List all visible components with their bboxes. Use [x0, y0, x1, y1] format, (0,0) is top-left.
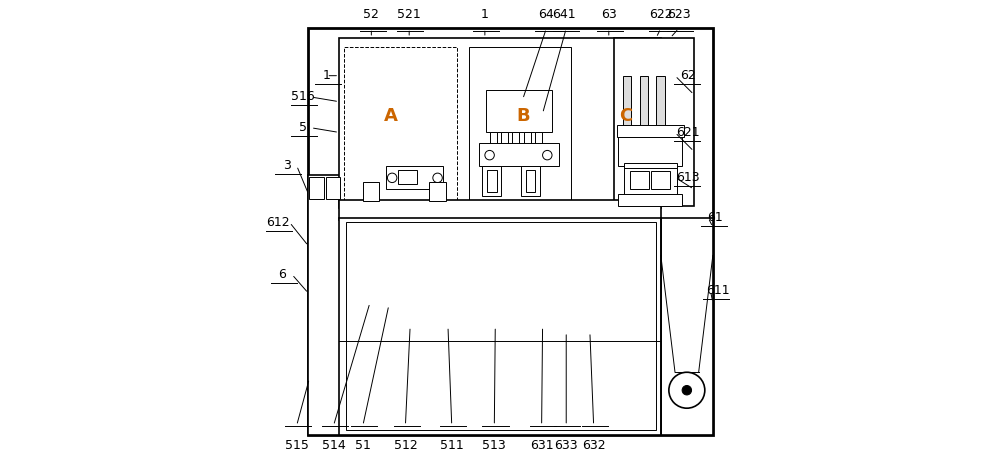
Bar — [487, 170, 497, 192]
Bar — [429, 182, 446, 201]
Bar — [346, 222, 656, 430]
Text: 641: 641 — [553, 9, 576, 21]
Text: 513: 513 — [482, 439, 506, 452]
Bar — [656, 76, 665, 132]
Text: C: C — [619, 107, 632, 125]
Bar — [535, 132, 542, 144]
Text: 62: 62 — [680, 69, 696, 82]
Bar — [617, 125, 684, 137]
Bar — [356, 315, 588, 329]
Text: 622: 622 — [649, 9, 673, 21]
Bar — [344, 47, 457, 201]
Bar — [630, 171, 649, 189]
Text: 64: 64 — [538, 9, 554, 21]
Bar — [501, 132, 508, 144]
Bar — [339, 218, 661, 435]
Bar — [486, 90, 552, 132]
Text: B: B — [516, 107, 530, 125]
Text: 612: 612 — [266, 216, 290, 229]
Bar — [482, 166, 501, 196]
Bar — [618, 194, 682, 206]
Text: 611: 611 — [706, 284, 729, 298]
Bar — [363, 182, 379, 201]
Text: 621: 621 — [676, 126, 700, 139]
Text: 633: 633 — [554, 439, 578, 452]
Bar — [309, 177, 324, 199]
Text: 515: 515 — [285, 439, 309, 452]
Bar — [349, 315, 357, 332]
Text: 623: 623 — [667, 9, 691, 21]
Bar — [661, 218, 713, 435]
Bar — [377, 297, 415, 305]
Bar — [618, 137, 682, 166]
Bar — [326, 177, 340, 199]
Bar — [512, 132, 519, 144]
Bar — [509, 268, 552, 277]
Bar — [614, 38, 694, 206]
Bar — [472, 268, 514, 277]
Bar — [386, 166, 443, 189]
Bar — [490, 132, 497, 144]
Bar — [524, 132, 531, 144]
Bar — [308, 175, 363, 435]
Bar — [479, 143, 559, 166]
Bar — [623, 76, 631, 132]
Bar — [526, 170, 535, 192]
Bar — [469, 47, 571, 201]
Text: 514: 514 — [322, 439, 345, 452]
Text: A: A — [384, 107, 398, 125]
Text: 61: 61 — [707, 211, 723, 224]
Text: 613: 613 — [676, 171, 700, 184]
Bar — [588, 312, 599, 332]
Bar — [521, 220, 540, 274]
Circle shape — [682, 385, 692, 395]
Text: 1: 1 — [322, 69, 330, 82]
Bar — [651, 171, 670, 189]
Text: 51: 51 — [355, 439, 371, 452]
Text: 3: 3 — [283, 159, 291, 172]
Bar — [386, 229, 405, 303]
Text: 521: 521 — [397, 9, 421, 21]
Bar — [500, 229, 519, 303]
Text: 632: 632 — [582, 439, 605, 452]
Bar — [339, 200, 661, 220]
Bar — [398, 170, 417, 184]
Text: 631: 631 — [530, 439, 553, 452]
Bar — [521, 166, 540, 196]
Bar — [599, 315, 606, 330]
Bar — [624, 163, 677, 170]
Bar — [624, 168, 677, 194]
Bar — [339, 38, 661, 208]
Text: 6: 6 — [278, 268, 286, 281]
Text: 5: 5 — [299, 121, 307, 134]
Text: 511: 511 — [440, 439, 464, 452]
Text: 1: 1 — [481, 9, 489, 21]
Text: 63: 63 — [601, 9, 617, 21]
Text: 512: 512 — [394, 439, 417, 452]
Bar — [482, 220, 501, 274]
Text: 52: 52 — [363, 9, 379, 21]
Bar — [356, 315, 588, 319]
Text: 516: 516 — [291, 90, 315, 104]
Bar — [640, 76, 648, 132]
Bar — [308, 28, 713, 435]
Bar — [491, 297, 528, 305]
